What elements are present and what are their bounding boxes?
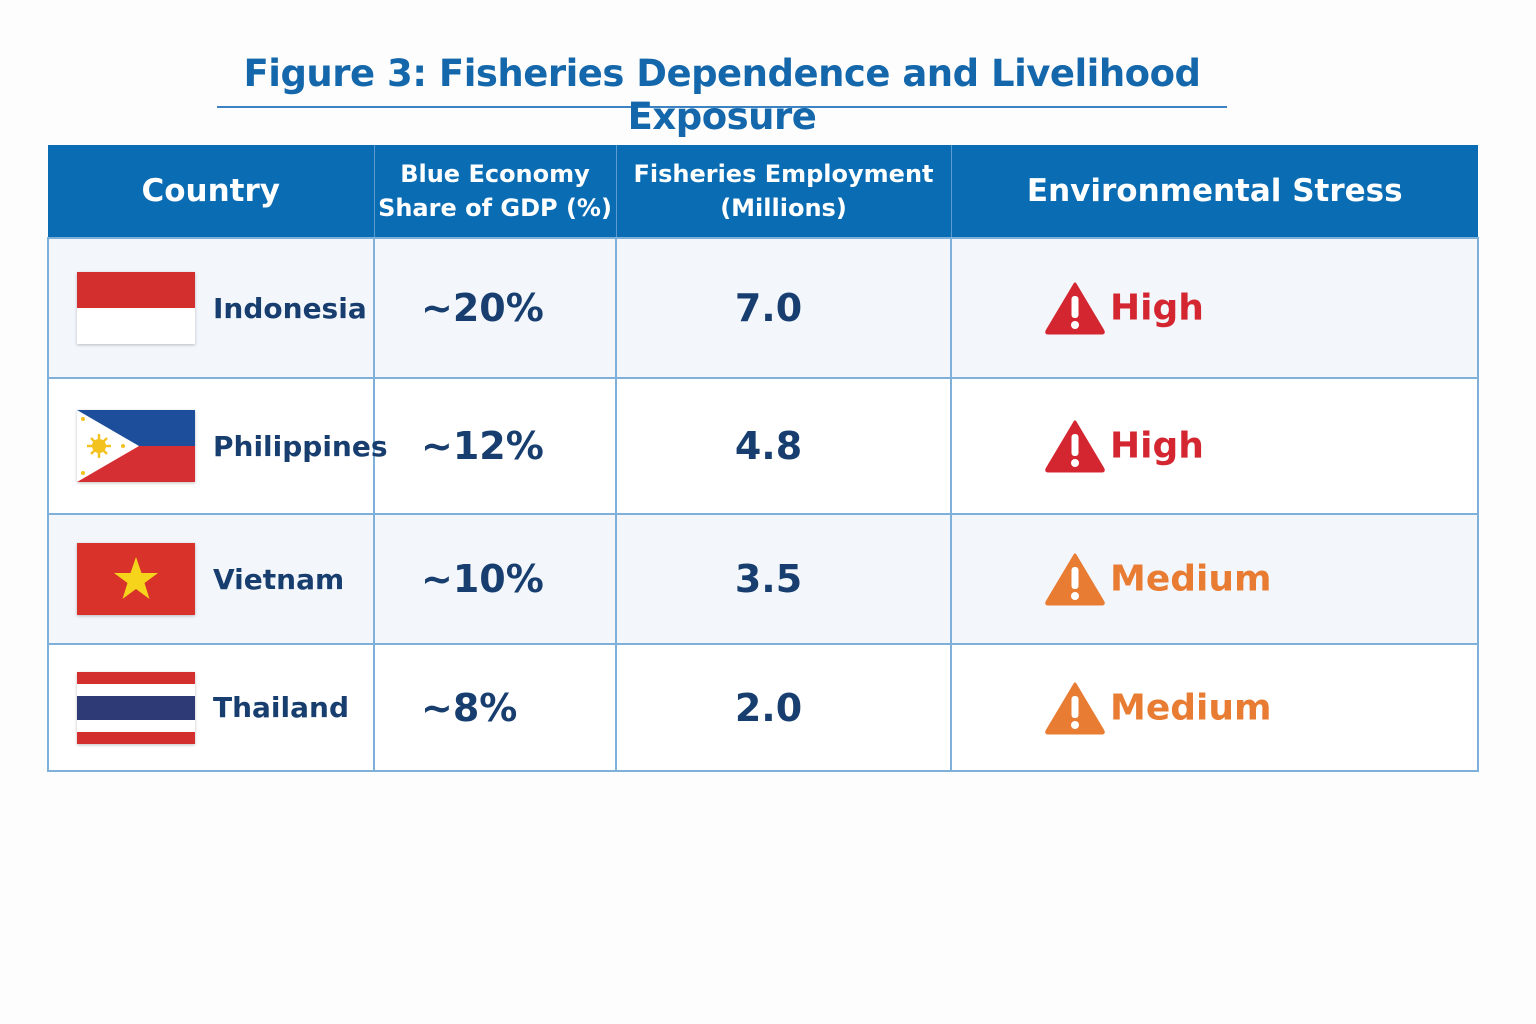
- country-cell: Indonesia: [47, 237, 375, 379]
- employment-cell: 7.0: [615, 237, 952, 379]
- header-employment: Fisheries Employment (Millions): [615, 145, 951, 238]
- country-name: Indonesia: [213, 291, 367, 325]
- table-row: Vietnam ~10% 3.5 Medium: [47, 513, 1479, 645]
- country-cell: Vietnam: [47, 513, 375, 645]
- table-row: Indonesia ~20% 7.0 High: [47, 237, 1479, 379]
- header-stress: Environmental Stress: [950, 145, 1478, 238]
- header-employment-line1: Fisheries Employment: [633, 160, 934, 188]
- table-row: Philippines ~12% 4.8 High: [47, 377, 1479, 515]
- header-row: Country Blue Economy Share of GDP (%) Fis…: [48, 145, 1478, 238]
- stress-level: High: [1110, 425, 1204, 467]
- stress-cell: High: [950, 237, 1479, 379]
- warning-icon: [1045, 282, 1105, 335]
- header-country: Country: [48, 145, 374, 238]
- warning-icon: [1045, 553, 1105, 606]
- header-share-line2: Share of GDP (%): [378, 194, 612, 222]
- header-employment-line2: (Millions): [720, 194, 847, 222]
- table-row: Thailand ~8% 2.0 Medium: [47, 643, 1479, 772]
- vietnam-flag-icon: [77, 543, 195, 615]
- header-share: Blue Economy Share of GDP (%): [373, 145, 616, 238]
- share-cell: ~10%: [373, 513, 617, 645]
- stress-level: Medium: [1110, 558, 1272, 600]
- country-name: Vietnam: [213, 562, 345, 596]
- employment-cell: 2.0: [615, 643, 952, 772]
- employment-cell: 4.8: [615, 377, 952, 515]
- stress-level: Medium: [1110, 687, 1272, 728]
- stress-level: High: [1110, 287, 1204, 329]
- data-table: Country Blue Economy Share of GDP (%) Fis…: [47, 145, 1479, 772]
- warning-icon: [1045, 420, 1105, 473]
- figure-title: Figure 3: Fisheries Dependence and Livel…: [217, 52, 1227, 138]
- share-cell: ~12%: [373, 377, 617, 515]
- share-cell: ~8%: [373, 643, 617, 772]
- country-cell: Philippines: [47, 377, 388, 515]
- country-name: Thailand: [213, 691, 349, 724]
- indonesia-flag-icon: [77, 272, 195, 344]
- employment-cell: 3.5: [615, 513, 952, 645]
- share-cell: ~20%: [373, 237, 617, 379]
- header-share-line1: Blue Economy: [400, 160, 590, 188]
- country-cell: Thailand: [47, 643, 375, 772]
- stress-cell: Medium: [950, 643, 1479, 772]
- stress-cell: Medium: [950, 513, 1479, 645]
- philippines-flag-icon: [77, 410, 195, 482]
- country-name: Philippines: [213, 429, 388, 463]
- thailand-flag-icon: [77, 671, 195, 744]
- warning-icon: [1045, 682, 1105, 734]
- stress-cell: High: [950, 377, 1479, 515]
